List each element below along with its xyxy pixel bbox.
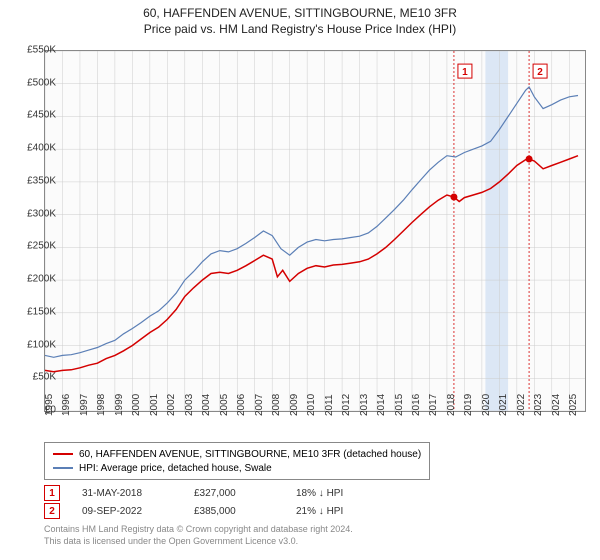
event-marker-box-icon: 2 [44,503,60,519]
chart-container: 60, HAFFENDEN AVENUE, SITTINGBOURNE, ME1… [0,0,600,560]
event-row: 1 31-MAY-2018 £327,000 18% ↓ HPI [44,484,343,502]
y-tick-label: £150K [6,306,56,317]
event-id: 2 [49,506,55,517]
event-date: 09-SEP-2022 [82,506,172,517]
legend-swatch-icon [53,467,73,469]
legend-label: 60, HAFFENDEN AVENUE, SITTINGBOURNE, ME1… [79,449,421,460]
legend-swatch-icon [53,453,73,455]
y-tick-label: £50K [6,372,56,383]
svg-text:1: 1 [462,67,468,78]
y-tick-label: £400K [6,143,56,154]
y-tick-label: £550K [6,45,56,56]
chart-title-subtitle: Price paid vs. HM Land Registry's House … [0,22,600,36]
event-date: 31-MAY-2018 [82,488,172,499]
event-delta: 18% ↓ HPI [296,488,343,499]
event-marker-box-icon: 1 [44,485,60,501]
y-tick-label: £350K [6,175,56,186]
y-tick-label: £500K [6,77,56,88]
svg-text:2: 2 [537,67,543,78]
y-tick-label: £200K [6,274,56,285]
y-tick-label: £450K [6,110,56,121]
chart-plot-area: 12 [44,50,586,412]
footer-line: This data is licensed under the Open Gov… [44,536,353,548]
footer-attribution: Contains HM Land Registry data © Crown c… [44,524,353,547]
event-delta: 21% ↓ HPI [296,506,343,517]
x-tick-label: 2025 [568,394,600,416]
legend-item: HPI: Average price, detached house, Swal… [53,461,421,475]
y-tick-label: £250K [6,241,56,252]
footer-line: Contains HM Land Registry data © Crown c… [44,524,353,536]
event-row: 2 09-SEP-2022 £385,000 21% ↓ HPI [44,502,343,520]
legend-item: 60, HAFFENDEN AVENUE, SITTINGBOURNE, ME1… [53,447,421,461]
legend-label: HPI: Average price, detached house, Swal… [79,463,272,474]
title-block: 60, HAFFENDEN AVENUE, SITTINGBOURNE, ME1… [0,0,600,36]
event-id: 1 [49,488,55,499]
y-tick-label: £100K [6,339,56,350]
event-price: £385,000 [194,506,274,517]
chart-svg: 12 [45,51,585,411]
legend-box: 60, HAFFENDEN AVENUE, SITTINGBOURNE, ME1… [44,442,430,480]
events-table: 1 31-MAY-2018 £327,000 18% ↓ HPI 2 09-SE… [44,484,343,520]
chart-title-address: 60, HAFFENDEN AVENUE, SITTINGBOURNE, ME1… [0,6,600,20]
event-price: £327,000 [194,488,274,499]
y-tick-label: £300K [6,208,56,219]
